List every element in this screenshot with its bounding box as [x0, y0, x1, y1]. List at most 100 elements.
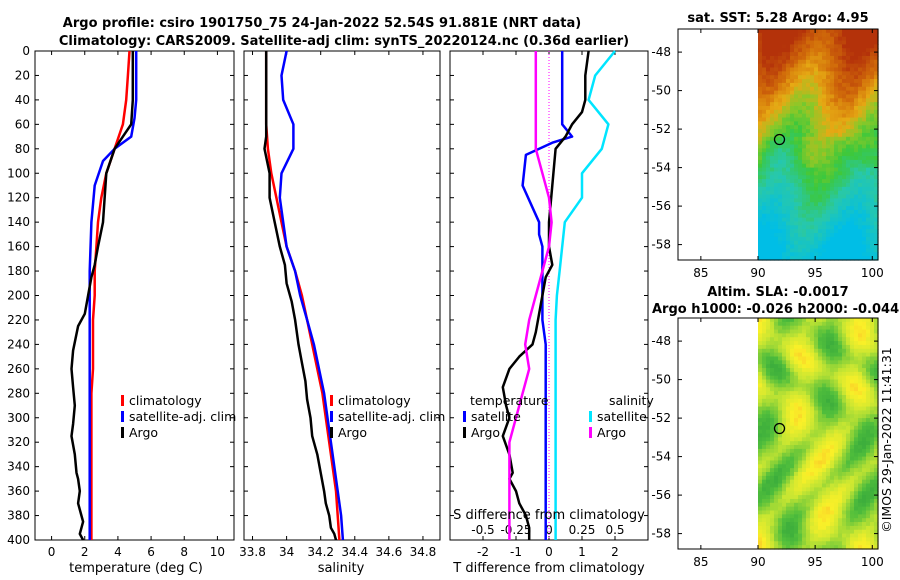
heatmap-cell	[802, 395, 807, 400]
heatmap-cell	[762, 240, 767, 246]
heatmap-cell	[822, 364, 827, 369]
heatmap-cell	[802, 44, 807, 49]
heatmap-cell	[774, 248, 779, 253]
x-tick-label: 4	[114, 545, 122, 559]
heatmap-cell	[846, 113, 851, 119]
heatmap-cell	[806, 44, 811, 49]
heatmap-cell	[802, 360, 807, 365]
heatmap-cell	[874, 202, 879, 207]
heatmap-cell	[834, 183, 839, 188]
heatmap-cell	[790, 441, 795, 446]
heatmap-cell	[774, 167, 779, 173]
heatmap-cell	[798, 36, 803, 42]
heatmap-cell	[834, 209, 839, 215]
heatmap-cell	[762, 375, 767, 381]
heatmap-cell	[766, 460, 771, 465]
heatmap-cell	[810, 341, 815, 346]
heatmap-cell	[786, 190, 791, 196]
heatmap-cell	[774, 244, 779, 250]
heatmap-cell	[782, 410, 787, 415]
heatmap-cell	[842, 437, 847, 442]
heatmap-cell	[818, 59, 823, 65]
heatmap-cell	[818, 318, 823, 323]
heatmap-cell	[810, 194, 815, 199]
heatmap-cell	[866, 209, 871, 215]
heatmap-cell	[874, 425, 879, 431]
heatmap-cell	[758, 529, 763, 535]
heatmap-cell	[786, 217, 791, 223]
heatmap-cell	[774, 479, 779, 485]
heatmap-cell	[866, 387, 871, 392]
heatmap-cell	[850, 468, 855, 473]
heatmap-cell	[862, 533, 867, 539]
heatmap-cell	[774, 36, 779, 42]
heatmap-cell	[806, 518, 811, 523]
heatmap-cell	[778, 368, 783, 373]
heatmap-cell	[798, 383, 803, 388]
heatmap-cell	[858, 352, 863, 358]
heatmap-cell	[814, 475, 819, 481]
heatmap-cell	[758, 117, 763, 122]
heatmap-cell	[826, 356, 831, 361]
heatmap-cell	[762, 40, 767, 45]
heatmap-cell	[858, 460, 863, 465]
heatmap-cell	[858, 117, 863, 122]
heatmap-cell	[798, 48, 803, 53]
heatmap-cell	[790, 371, 795, 377]
heatmap-cell	[818, 518, 823, 523]
heatmap-cell	[834, 495, 839, 500]
heatmap-cell	[758, 341, 763, 346]
heatmap-cell	[834, 387, 839, 392]
heatmap-cell	[794, 36, 799, 42]
heatmap-cell	[838, 391, 843, 396]
heatmap-cell	[834, 545, 839, 550]
legend-label-argo: Argo	[129, 425, 158, 440]
heatmap-cell	[770, 437, 775, 442]
heatmap-cell	[766, 86, 771, 92]
heatmap-cell	[850, 429, 855, 435]
heatmap-cell	[834, 109, 839, 115]
heatmap-cell	[790, 186, 795, 192]
heatmap-cell	[758, 441, 763, 446]
heatmap-cell	[762, 452, 767, 458]
heatmap-cell	[762, 233, 767, 238]
heatmap-cell	[842, 333, 847, 338]
heatmap-cell	[842, 410, 847, 415]
heatmap-cell	[790, 421, 795, 427]
heatmap-cell	[810, 48, 815, 53]
heatmap-cell	[850, 383, 855, 388]
y-tick-label: -56	[651, 199, 671, 213]
heatmap-cell	[770, 67, 775, 72]
heatmap-cell	[826, 468, 831, 473]
heatmap-cell	[850, 190, 855, 196]
heatmap-cell	[862, 391, 867, 396]
heatmap-cell	[798, 518, 803, 523]
heatmap-cell	[814, 468, 819, 473]
heatmap-cell	[858, 414, 863, 419]
heatmap-cell	[842, 132, 847, 138]
heatmap-cell	[858, 59, 863, 65]
heatmap-cell	[786, 391, 791, 396]
heatmap-cell	[814, 40, 819, 45]
heatmap-cell	[798, 132, 803, 138]
heatmap-cell	[870, 117, 875, 122]
heatmap-cell	[870, 44, 875, 49]
heatmap-cell	[786, 329, 791, 334]
heatmap-cell	[842, 529, 847, 535]
heatmap-cell	[874, 113, 879, 119]
heatmap-cell	[758, 44, 763, 49]
heatmap-cell	[778, 483, 783, 488]
heatmap-cell	[826, 452, 831, 458]
heatmap-cell	[858, 475, 863, 481]
heatmap-cell	[866, 244, 871, 250]
heatmap-cell	[762, 433, 767, 438]
heatmap-cell	[814, 495, 819, 500]
heatmap-cell	[814, 368, 819, 373]
heatmap-cell	[850, 40, 855, 45]
heatmap-cell	[850, 402, 855, 408]
heatmap-cell	[790, 213, 795, 219]
heatmap-cell	[818, 109, 823, 115]
heatmap-cell	[794, 183, 799, 188]
heatmap-cell	[778, 456, 783, 462]
heatmap-cell	[778, 190, 783, 196]
